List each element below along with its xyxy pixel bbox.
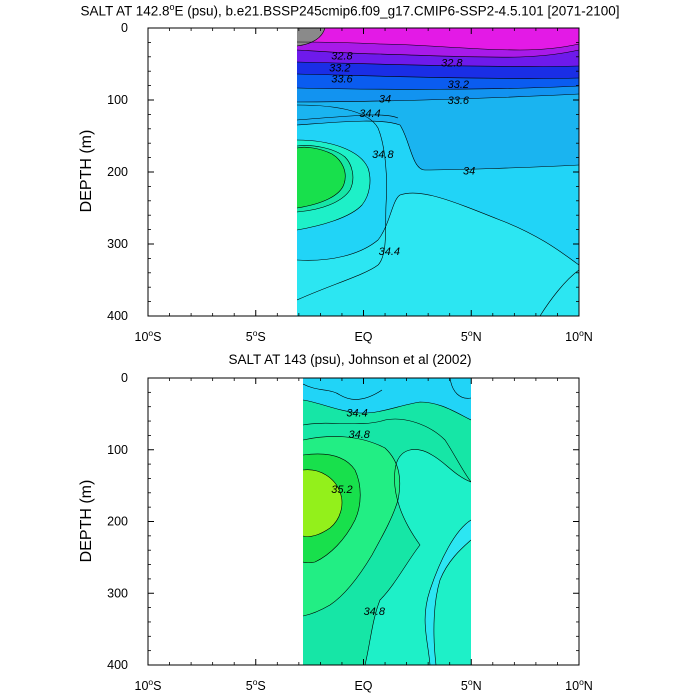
x-tick-label: 5oS [246,328,266,344]
contour-line [303,418,471,483]
contour-line [297,120,579,171]
contour-line [297,85,579,90]
contour-label: 32.8 [441,58,463,70]
contour-label: 34.8 [348,429,370,441]
panel-1-contour-fill [297,28,579,316]
x-tick-label: 10oN [565,677,593,693]
contour-line [297,145,354,213]
panel-2: 34.4 34.8 35.2 34.8 10oS 5oS EQ 5oN 10oN 0 100 200… [107,371,593,693]
y-tick-label: 100 [107,93,128,107]
contour-line [297,192,579,266]
contour-line [297,93,579,103]
panel-2-ticks: 10oS 5oS EQ 5oN 10oN 0 100 200 300 400 [107,371,593,693]
y-tick-label: 200 [107,515,128,529]
contour-line [297,146,346,209]
contour-line [297,41,579,51]
panel-1-contour-lines [297,28,579,316]
x-tick-label: 5oN [461,328,482,344]
x-tick-label: EQ [354,679,372,693]
contour-line [433,539,471,665]
fill-gray [297,28,325,46]
panel-2-contour-labels: 34.4 34.8 35.2 34.8 [331,407,386,618]
panel-1: 32.833.233.63434.434.83434.432.833.233.6… [107,21,593,344]
contour-line [303,383,383,400]
contour-line [297,73,579,79]
contour-line [297,104,387,301]
contour-line [364,449,471,665]
x-tick-label: 5oS [246,677,266,693]
contour-line [297,139,371,231]
contour-label: 34.4 [346,407,367,419]
panel-1-title: SALT AT 142.8oE (psu), b.e21.BSSP245cmip… [80,2,620,19]
x-tick-label: 10oS [135,328,162,344]
contour-label: 33.6 [331,73,353,85]
contour-label: 34.8 [364,606,386,618]
y-tick-label: 100 [107,443,128,457]
fill-lime [303,469,342,537]
panel-1-ticks: 10oS 5oS EQ 5oN 10oN 0 100 200 300 400 [107,21,593,344]
contour-line [539,269,579,316]
fill-cyan [303,378,471,420]
contour-line [297,114,399,121]
contour-label: 32.8 [331,50,353,62]
contour-line [303,399,471,421]
x-tick-label: EQ [354,330,372,344]
panel-2-contour-lines [303,378,471,665]
fill-green [297,147,346,208]
panel-2-title: SALT AT 143 (psu), Johnson et al (2002) [228,352,472,367]
panel-2-contour-fill [303,378,471,665]
contour-label: 35.2 [331,484,352,496]
contour-label: 34.8 [372,149,394,161]
y-tick-label: 0 [121,371,128,385]
x-tick-label: 10oS [135,677,162,693]
x-tick-label: 10oN [565,328,593,344]
y-tick-label: 400 [107,309,128,323]
contour-label: 33.6 [448,95,470,107]
y-tick-label: 400 [107,658,128,672]
contour-label: 34 [463,166,475,178]
contour-line [449,378,471,399]
contour-line [303,436,401,617]
contour-line [297,49,579,58]
contour-label: 34.4 [359,108,380,120]
y-tick-label: 200 [107,165,128,179]
contour-line [297,61,579,67]
contour-line [303,453,361,564]
contour-label: 34.4 [379,246,400,258]
contour-label: 34 [379,94,391,106]
contour-line [424,519,471,665]
contour-label: 33.2 [448,79,469,91]
y-tick-label: 0 [121,21,128,35]
contour-line [303,469,343,537]
y-tick-label: 300 [107,586,128,600]
fill-magenta [297,28,579,50]
contour-label: 33.2 [329,63,350,75]
x-tick-label: 5oN [461,677,482,693]
y-tick-label: 300 [107,237,128,251]
